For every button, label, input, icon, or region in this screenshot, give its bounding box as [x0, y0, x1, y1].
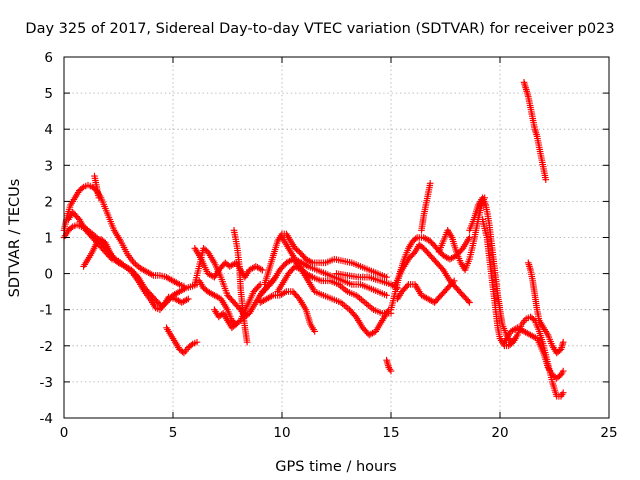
data-point [115, 259, 122, 267]
data-point [179, 348, 186, 356]
data-point [231, 322, 239, 329]
series-arc-13 [274, 263, 393, 339]
x-tick-label: 25 [600, 425, 617, 441]
data-point [542, 176, 550, 183]
x-tick-label: 5 [169, 425, 178, 441]
series-arc-22 [501, 324, 567, 382]
series-spike-b [230, 227, 251, 346]
data-point [530, 316, 537, 323]
data-point [311, 328, 318, 335]
data-point [403, 282, 411, 290]
series-arc-8 [191, 245, 266, 281]
y-tick-label: -2 [40, 339, 53, 355]
y-tick-label: 6 [44, 50, 53, 66]
y-tick-label: 5 [44, 86, 53, 102]
data-point [307, 258, 315, 266]
series-arc-24 [520, 79, 550, 183]
data-point [559, 338, 567, 346]
data-point [449, 279, 457, 286]
x-tick-label: 10 [273, 425, 290, 441]
data-point [426, 180, 434, 187]
data-point [95, 194, 103, 202]
y-axis-label: SDTVAR / TECUs [7, 179, 23, 298]
y-tick-label: 1 [44, 231, 53, 247]
y-tick-label: 0 [44, 267, 53, 283]
data-point [559, 367, 567, 375]
data-point [412, 235, 419, 242]
data-point [429, 298, 437, 305]
series-spike-c [383, 356, 395, 375]
y-tick-label: -3 [40, 375, 53, 391]
data-point [307, 273, 315, 280]
data-point [255, 282, 263, 290]
grid [64, 57, 609, 418]
series-arc-4 [80, 236, 122, 270]
series-arc-9 [211, 306, 240, 332]
data-point [559, 389, 567, 396]
data-point [113, 258, 121, 265]
chart-title: Day 325 of 2017, Sidereal Day-to-day VTE… [25, 21, 614, 37]
series-arc-18 [394, 277, 458, 306]
y-tick-label: 4 [44, 122, 53, 138]
series-arc-23 [525, 259, 567, 357]
y-tick-label: -1 [40, 303, 53, 319]
data-point [450, 277, 458, 285]
data-point [387, 367, 395, 375]
data-point [185, 295, 192, 303]
axis-ticks [63, 56, 610, 419]
data-point [187, 341, 195, 349]
x-tick-label: 0 [60, 425, 69, 441]
plot-marks [60, 79, 567, 400]
series-arc-17 [392, 241, 473, 306]
series-arc-14 [278, 234, 390, 299]
series-spike-d [418, 180, 434, 234]
data-point [383, 273, 390, 281]
series-arc-19 [435, 194, 488, 274]
x-tick-label: 15 [382, 425, 399, 441]
data-point [259, 266, 266, 274]
series-arc-12 [256, 288, 318, 335]
data-point [232, 320, 240, 328]
y-tick-label: -4 [40, 411, 53, 427]
data-point [78, 184, 86, 192]
x-tick-label: 20 [491, 425, 508, 441]
data-point [466, 234, 473, 241]
data-point [464, 297, 472, 305]
series-arc-5 [163, 324, 201, 357]
y-tick-label: 3 [44, 158, 53, 174]
series-spike-a [91, 172, 103, 202]
data-point [383, 292, 390, 299]
data-point [359, 297, 367, 305]
data-point [193, 338, 201, 346]
series-arc-20 [466, 194, 519, 346]
data-point [68, 224, 75, 232]
data-point [174, 280, 182, 287]
series-arc-2 [60, 221, 201, 310]
x-axis-label: GPS time / hours [275, 459, 396, 475]
y-tick-label: 2 [44, 194, 53, 210]
tick-labels: 0 5 10 15 20 25 -4 -3 -2 -1 0 1 2 3 4 5 6 [40, 50, 618, 441]
data-point [466, 299, 473, 306]
data-point [243, 338, 251, 346]
